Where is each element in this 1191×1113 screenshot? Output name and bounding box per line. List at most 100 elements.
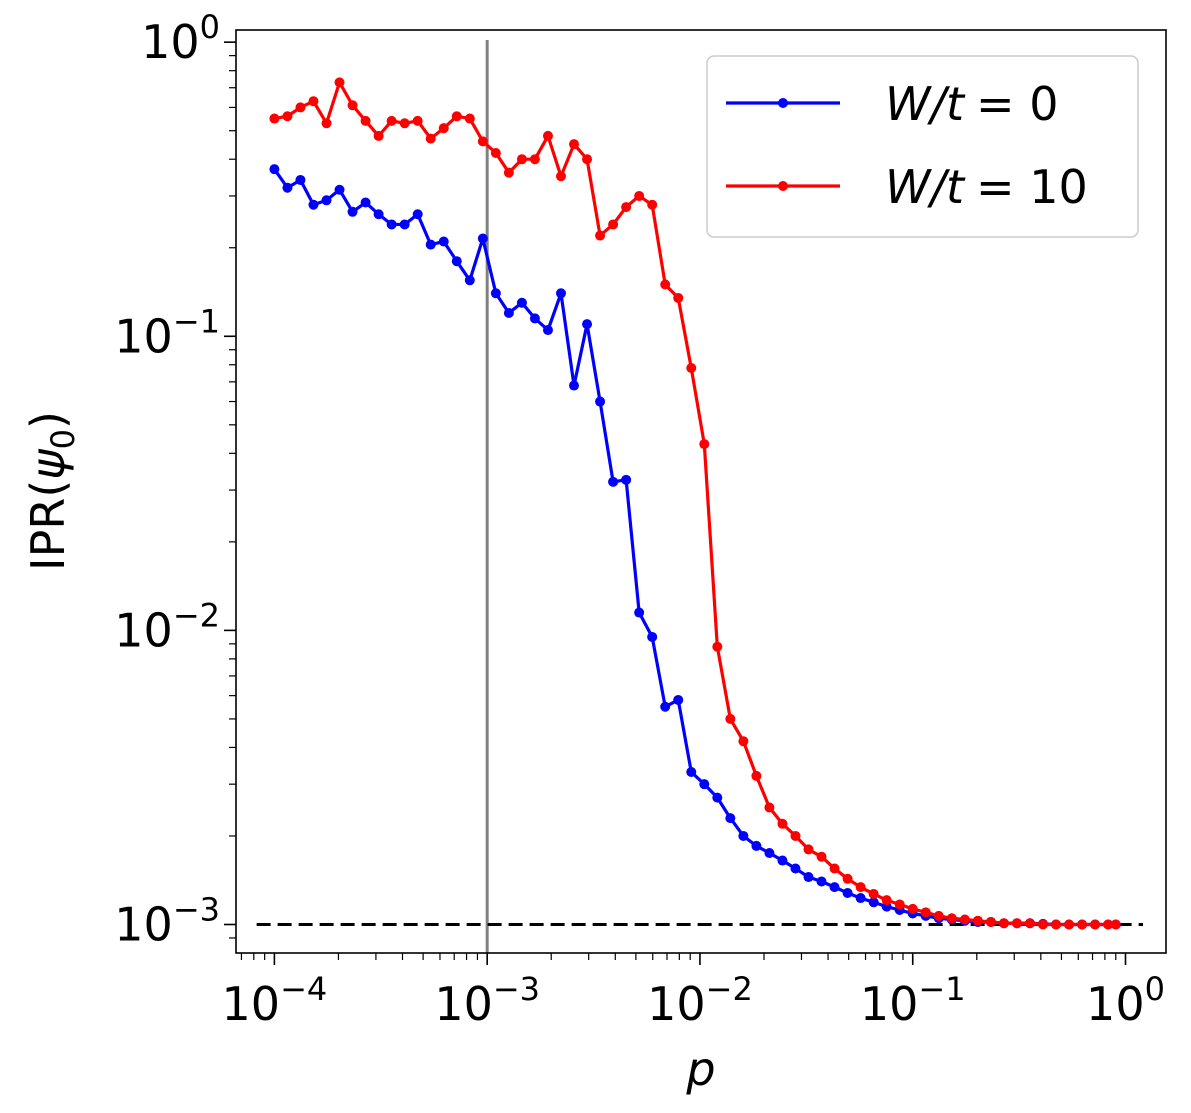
data-point bbox=[920, 907, 931, 918]
plot-frame bbox=[235, 29, 1167, 954]
data-point bbox=[842, 887, 853, 898]
data-point bbox=[686, 766, 697, 777]
x-tick-base: 10 bbox=[222, 977, 281, 1031]
data-point bbox=[595, 396, 606, 407]
data-point bbox=[295, 102, 306, 113]
data-point bbox=[464, 275, 475, 286]
data-point bbox=[855, 882, 866, 893]
data-point bbox=[386, 115, 397, 126]
data-point bbox=[777, 818, 788, 829]
legend-label: W/t = 10 bbox=[885, 160, 1088, 214]
data-point bbox=[816, 851, 827, 862]
data-point bbox=[516, 154, 527, 165]
y-tick-label: 10−1 bbox=[114, 302, 220, 363]
data-point bbox=[647, 199, 658, 210]
x-tick-base: 10 bbox=[434, 977, 493, 1031]
y-tick-base: 10 bbox=[114, 897, 173, 951]
data-point bbox=[816, 876, 827, 887]
data-point bbox=[673, 694, 684, 705]
data-point bbox=[516, 297, 527, 308]
ylabel-part-psi: ψ bbox=[21, 448, 75, 480]
data-point bbox=[608, 219, 619, 230]
x-tick-base: 10 bbox=[1086, 977, 1145, 1031]
x-tick-label: 10−3 bbox=[434, 970, 540, 1031]
data-point bbox=[608, 476, 619, 487]
legend-marker bbox=[778, 98, 788, 108]
data-point bbox=[1011, 918, 1022, 929]
data-point bbox=[1064, 919, 1075, 930]
data-point bbox=[907, 903, 918, 914]
data-point bbox=[946, 913, 957, 924]
data-point bbox=[803, 844, 814, 855]
data-point bbox=[360, 197, 371, 208]
data-point bbox=[621, 202, 632, 213]
data-point bbox=[542, 130, 553, 141]
y-tick-base: 10 bbox=[141, 15, 200, 69]
data-point bbox=[412, 209, 423, 220]
y-tick-label: 10−3 bbox=[114, 890, 220, 951]
data-point bbox=[1110, 919, 1121, 930]
x-tick-exp: −1 bbox=[918, 970, 965, 1008]
reference-lines bbox=[256, 40, 1144, 953]
ylabel-part-ipr: IPR( bbox=[21, 480, 75, 571]
data-point bbox=[425, 239, 436, 250]
data-point bbox=[412, 115, 423, 126]
data-point bbox=[308, 96, 319, 107]
data-point bbox=[1077, 919, 1088, 930]
data-point bbox=[360, 115, 371, 126]
data-point bbox=[308, 199, 319, 210]
data-point bbox=[503, 167, 514, 178]
data-point bbox=[503, 307, 514, 318]
legend-box bbox=[706, 55, 1139, 238]
y-tick-base: 10 bbox=[114, 603, 173, 657]
data-point bbox=[582, 319, 593, 330]
x-tick-exp: −4 bbox=[280, 970, 327, 1008]
ylabel-part-sub: 0 bbox=[44, 429, 82, 449]
data-point bbox=[725, 813, 736, 824]
legend-label-var: W/t bbox=[885, 77, 966, 131]
data-point bbox=[438, 123, 449, 134]
data-point bbox=[790, 830, 801, 841]
x-tick-label: 10−4 bbox=[222, 970, 328, 1031]
legend-label-eq: = 0 bbox=[976, 77, 1058, 131]
y-tick-exp: 0 bbox=[200, 8, 220, 46]
data-point bbox=[425, 133, 436, 144]
data-point bbox=[438, 236, 449, 247]
data-point bbox=[699, 439, 710, 450]
data-point bbox=[1037, 919, 1048, 930]
y-axis-label-text: IPR(ψ0) bbox=[21, 411, 82, 571]
data-point bbox=[490, 147, 501, 158]
x-tick-base: 10 bbox=[647, 977, 706, 1031]
data-point bbox=[764, 848, 775, 859]
x-tick-label: 100 bbox=[1086, 970, 1165, 1031]
data-point bbox=[699, 779, 710, 790]
data-point bbox=[881, 895, 892, 906]
data-point bbox=[269, 113, 280, 124]
x-tick-label: 10−2 bbox=[647, 970, 753, 1031]
x-axis-label: p bbox=[685, 1042, 715, 1096]
data-point bbox=[477, 136, 488, 147]
data-point bbox=[569, 380, 580, 391]
minor-ticks bbox=[229, 55, 1117, 960]
data-point bbox=[347, 100, 358, 111]
ylabel-part-paren: ) bbox=[21, 411, 75, 429]
data-point bbox=[725, 713, 736, 724]
series-layer bbox=[269, 77, 1121, 930]
legend-label-var: W/t bbox=[885, 160, 966, 214]
data-point bbox=[529, 313, 540, 324]
x-tick-exp: 0 bbox=[1145, 970, 1165, 1008]
data-point bbox=[712, 792, 723, 803]
y-tick-exp: −3 bbox=[173, 890, 220, 928]
y-tick-base: 10 bbox=[114, 309, 173, 363]
data-point bbox=[1051, 919, 1062, 930]
data-point bbox=[386, 219, 397, 230]
data-point bbox=[542, 325, 553, 336]
series-1 bbox=[269, 77, 1121, 930]
data-point bbox=[842, 873, 853, 884]
data-point bbox=[347, 206, 358, 217]
data-point bbox=[764, 802, 775, 813]
data-point bbox=[582, 154, 593, 165]
data-point bbox=[321, 195, 332, 206]
data-point bbox=[282, 111, 293, 122]
